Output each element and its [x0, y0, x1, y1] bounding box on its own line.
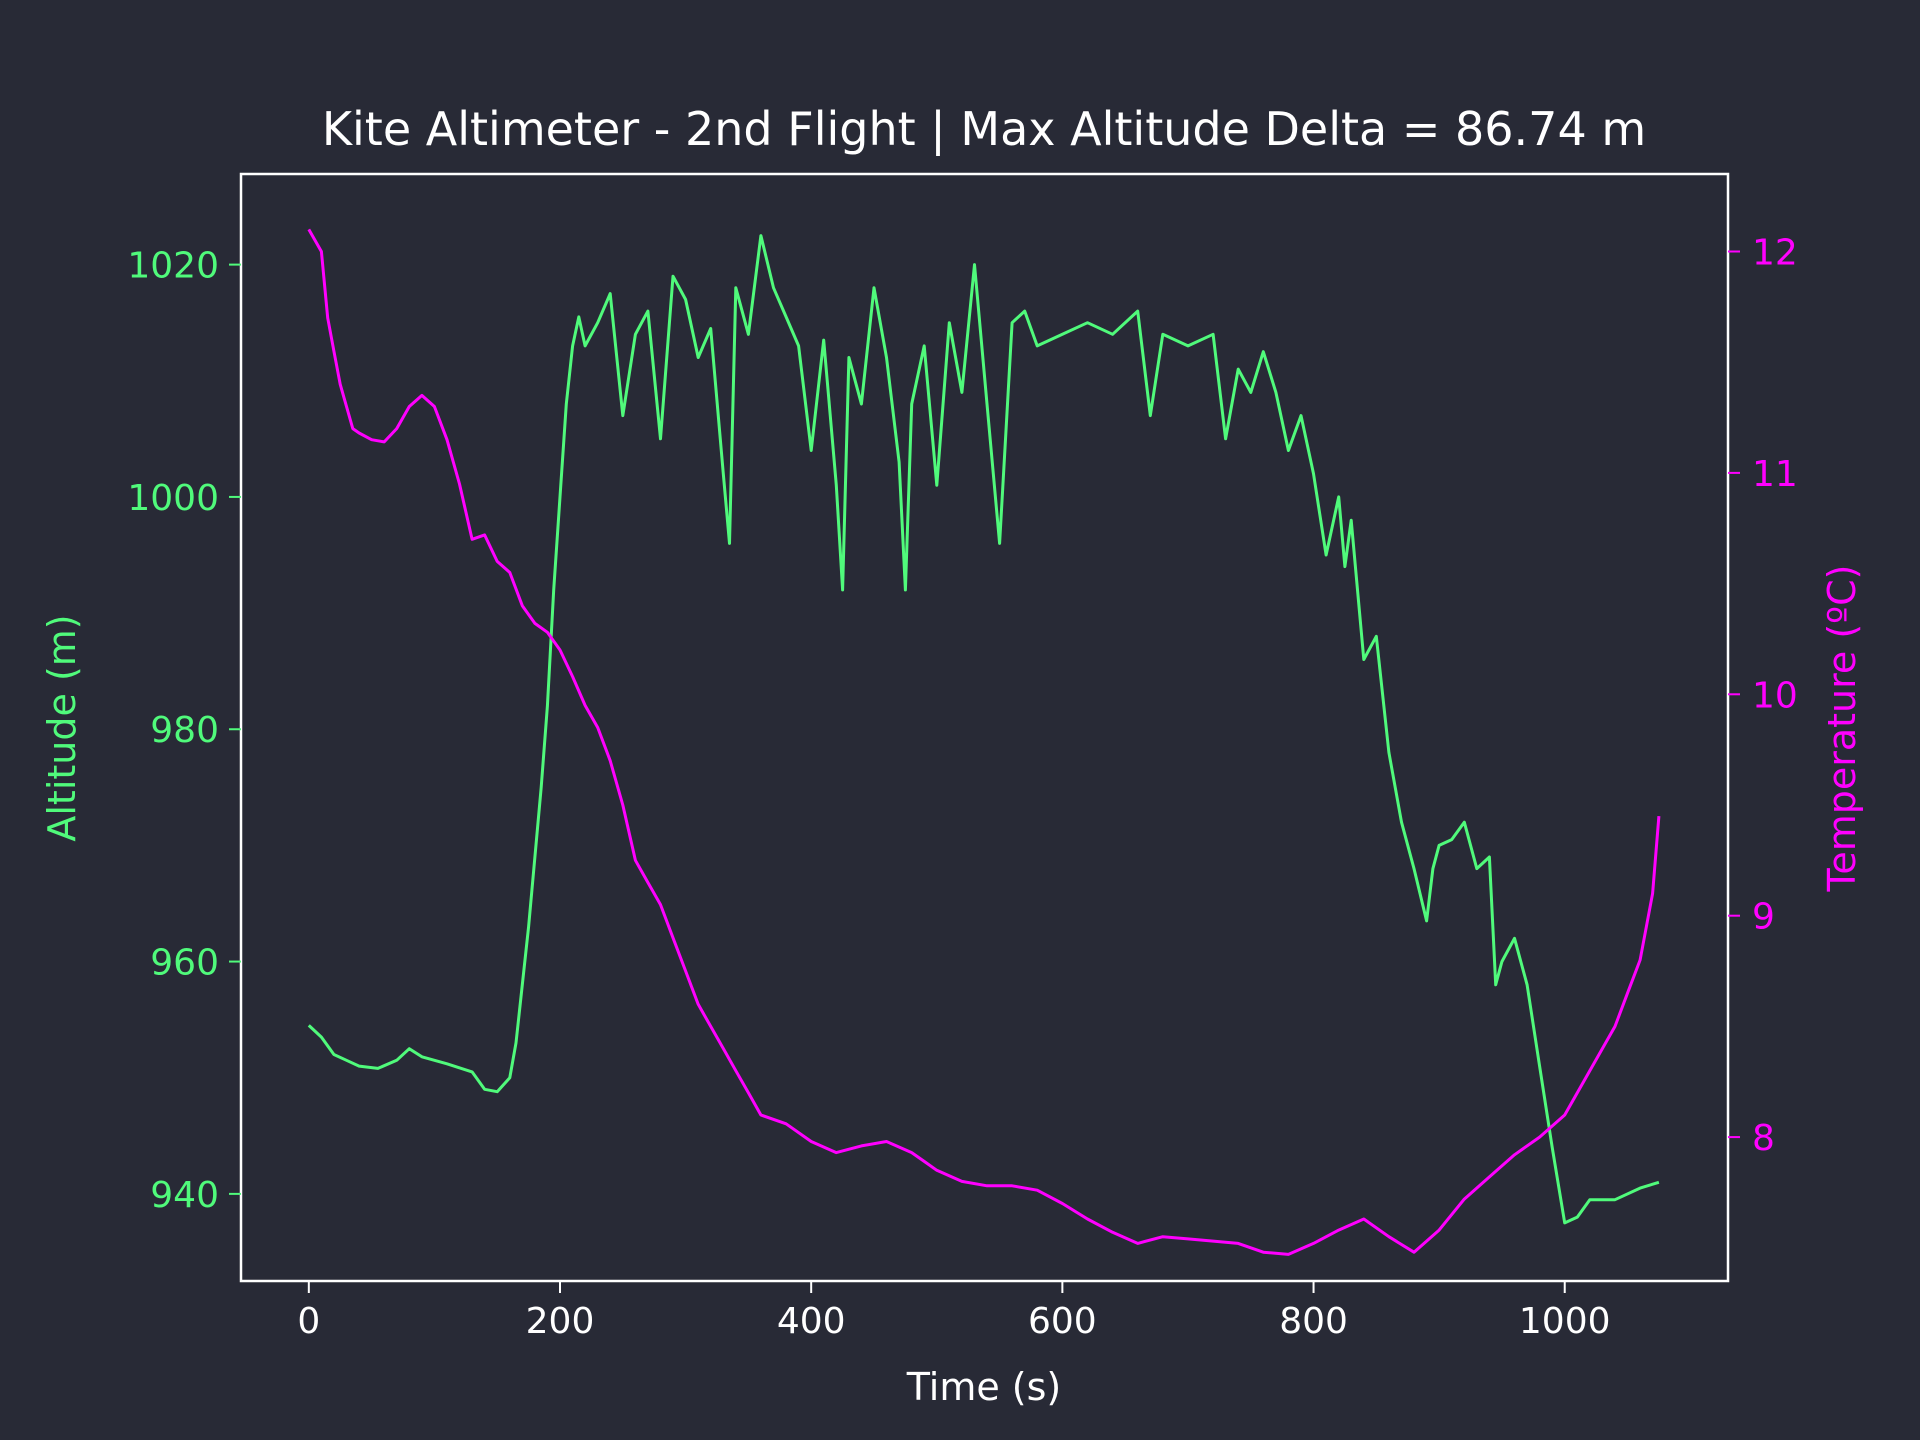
x-tick-label: 400	[777, 1301, 846, 1342]
y-right-axis-ticks: 8 9 10 11 12	[1728, 232, 1798, 1159]
y-right-axis-label: Temperature (ºC)	[1820, 565, 1864, 893]
x-tick-label: 200	[526, 1301, 595, 1342]
y-left-axis-ticks: 940 960 980 1000 1020	[127, 246, 241, 1216]
plot-area	[307, 228, 1661, 1256]
y-right-tick-label: 12	[1752, 232, 1798, 273]
y-left-tick-label: 1020	[127, 246, 219, 287]
x-tick-label: 1000	[1519, 1301, 1611, 1342]
x-axis-ticks: 0 200 400 600 800 1000	[297, 1281, 1611, 1342]
y-right-tick-label: 9	[1752, 897, 1775, 938]
y-left-tick-label: 980	[150, 710, 219, 751]
y-right-tick-label: 10	[1752, 675, 1798, 716]
y-left-tick-label: 940	[150, 1175, 219, 1216]
plot-frame	[239, 172, 1730, 1283]
x-axis-label: Time (s)	[906, 1365, 1062, 1409]
y-right-tick-label: 11	[1752, 454, 1798, 495]
x-tick-label: 600	[1028, 1301, 1097, 1342]
altitude-series-line	[307, 234, 1660, 1225]
y-left-tick-label: 1000	[127, 478, 219, 519]
y-left-axis-label: Altitude (m)	[40, 614, 84, 841]
temperature-series-line	[307, 228, 1661, 1256]
x-tick-label: 0	[297, 1301, 320, 1342]
y-right-tick-label: 8	[1752, 1118, 1775, 1159]
x-tick-label: 800	[1279, 1301, 1348, 1342]
chart-title: Kite Altimeter - 2nd Flight | Max Altitu…	[322, 102, 1646, 157]
y-left-tick-label: 960	[150, 943, 219, 984]
series-layer	[307, 228, 1661, 1256]
